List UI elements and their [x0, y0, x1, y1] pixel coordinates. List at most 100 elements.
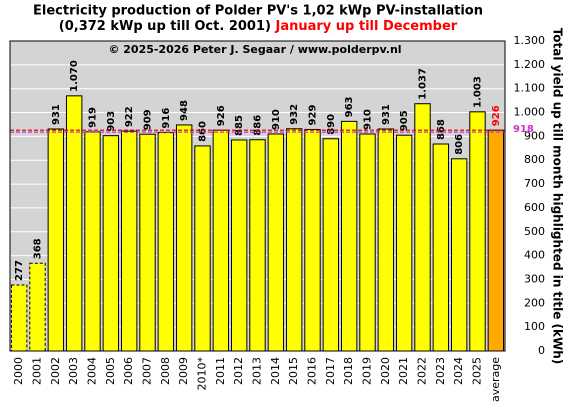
x-tick-label: 2025 [471, 357, 484, 385]
value-label: 885 [234, 115, 245, 136]
bar [157, 132, 175, 352]
x-tick-label: 2006 [122, 357, 135, 385]
y-tick-label: 200 [524, 296, 545, 309]
value-label: 926 [491, 105, 502, 126]
x-tick-label: 2013 [251, 357, 264, 385]
x-tick-label: 2016 [306, 357, 319, 385]
x-tick-label: 2011 [214, 357, 227, 385]
value-label: 277 [14, 260, 25, 281]
bar [84, 131, 101, 352]
bar [432, 143, 450, 352]
y-tick-label: 0 [538, 344, 545, 357]
x-tick-label: 2007 [141, 357, 154, 385]
x-tick-label: average [489, 357, 502, 402]
value-label: 910 [271, 109, 282, 130]
x-tick-label: 2023 [434, 357, 447, 385]
x-tick-label: 2008 [159, 357, 172, 385]
value-label: 909 [143, 109, 154, 130]
x-tick-label: 2001 [31, 357, 44, 385]
bar [285, 128, 303, 352]
y-tick-label: 1.200 [514, 58, 546, 71]
x-tick-label: 2022 [416, 357, 429, 385]
subtitle-highlight: January up till December [274, 19, 457, 34]
y-tick-label: 100 [524, 320, 545, 333]
value-label: 948 [179, 100, 190, 121]
bar [249, 139, 266, 352]
y-tick-label: 1.000 [514, 106, 546, 119]
bar [139, 133, 156, 352]
x-tick-label: 2009 [177, 357, 190, 385]
value-label: 886 [253, 115, 264, 136]
y-tick-label: 900 [524, 129, 545, 142]
bar [469, 111, 486, 352]
value-label: 926 [216, 105, 227, 126]
y-tick-label: 300 [524, 272, 545, 285]
y-tick-label: 1.100 [514, 82, 546, 95]
bar [47, 128, 65, 352]
x-tick-label: 2015 [287, 357, 300, 385]
y-tick-label: 400 [524, 249, 545, 262]
value-label: 919 [88, 107, 99, 128]
x-tick-label: 2020 [379, 357, 392, 385]
x-tick-label: 2024 [452, 357, 465, 385]
chart-subtitle: (0,372 kWp up till Oct. 2001) January up… [59, 19, 458, 34]
x-tick-label: 2018 [342, 357, 355, 385]
value-label: 868 [436, 119, 447, 140]
bar [359, 133, 376, 352]
subtitle: (0,372 kWp up till Oct. 2001) [59, 19, 271, 34]
bar [395, 134, 413, 352]
value-label: 903 [106, 111, 117, 132]
x-tick-label: 2005 [104, 357, 117, 385]
bar [102, 135, 120, 352]
bar [414, 103, 431, 352]
bar [194, 145, 211, 352]
value-label: 368 [33, 238, 44, 259]
value-label: 1.070 [69, 60, 80, 92]
x-tick-label: 2003 [67, 357, 80, 385]
bar [230, 139, 248, 352]
y-tick-label: 800 [524, 153, 545, 166]
x-tick-label: 2002 [49, 357, 62, 385]
y-tick-label: 1.300 [514, 34, 546, 47]
value-label: 929 [308, 105, 319, 126]
chart-title: Electricity production of Polder PV's 1,… [33, 4, 483, 19]
y-axis-label: Total yield up till month highlighted in… [551, 28, 565, 365]
x-tick-label: 2000 [12, 357, 25, 385]
bar [450, 158, 468, 352]
value-label: 890 [326, 114, 337, 135]
x-tick-label: 2010* [196, 357, 209, 391]
bar [377, 128, 395, 352]
value-label: 931 [381, 104, 392, 125]
y-tick-label: 600 [524, 201, 545, 214]
value-label: 916 [161, 108, 172, 129]
chart-annotation: © 2025-2026 Peter J. Segaar / www.polder… [108, 43, 401, 56]
value-label: 963 [344, 96, 355, 117]
value-label: 932 [289, 104, 300, 125]
x-tick-label: 2019 [361, 357, 374, 385]
x-tick-label: 2017 [324, 357, 337, 385]
bar [304, 128, 321, 352]
bar [29, 262, 46, 352]
bar [65, 95, 83, 352]
bar [120, 130, 138, 352]
bar [340, 120, 358, 352]
value-label: 1.003 [473, 76, 484, 108]
x-tick-label: 2014 [269, 357, 282, 385]
value-label: 860 [198, 121, 209, 142]
bar [10, 284, 28, 352]
x-tick-label: 2004 [86, 357, 99, 385]
x-tick-label: 2021 [397, 357, 410, 385]
y-tick-label: 500 [524, 225, 545, 238]
value-label: 806 [454, 134, 465, 155]
value-label: 1.037 [418, 68, 429, 100]
x-tick-label: 2012 [232, 357, 245, 385]
value-label: 922 [124, 106, 135, 127]
value-label: 931 [51, 104, 62, 125]
bar [267, 133, 285, 352]
value-label: 910 [363, 109, 374, 130]
bar [487, 129, 505, 352]
bar [322, 138, 340, 352]
plot-border [9, 40, 506, 352]
